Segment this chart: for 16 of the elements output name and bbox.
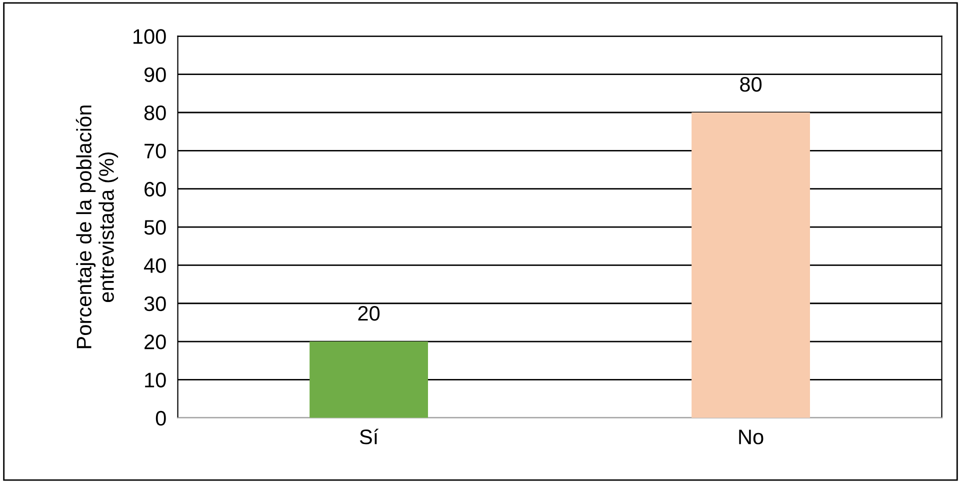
data-label: 80: [740, 76, 762, 92]
y-tick-label: 90: [144, 67, 166, 82]
y-tick-label: 0: [156, 410, 166, 426]
y-tick-label: 40: [144, 258, 166, 273]
y-tick-label: 100: [134, 29, 166, 44]
y-tick-label: 70: [144, 144, 166, 158]
data-label: 20: [358, 306, 380, 321]
y-tick-label: 80: [144, 106, 166, 120]
y-tick-label: 60: [144, 182, 166, 197]
y-tick-label: 50: [144, 220, 166, 235]
y-tick-label: 20: [144, 334, 166, 350]
y-tick-label: 30: [144, 296, 166, 312]
y-tick-label: 10: [145, 372, 166, 388]
x-tick-label: Sí: [360, 428, 379, 444]
x-tick-label: No: [739, 430, 764, 444]
y-axis-title: Porcentaje de la población entrevistada (%): [76, 106, 118, 348]
